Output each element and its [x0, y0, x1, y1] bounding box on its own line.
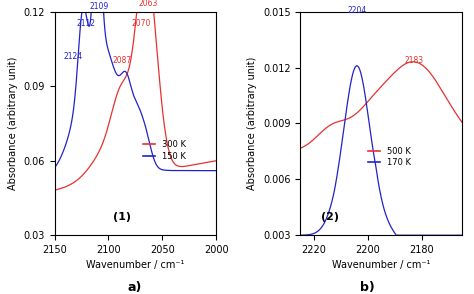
X-axis label: Wavenumber / cm⁻¹: Wavenumber / cm⁻¹: [86, 260, 184, 270]
Text: 2124: 2124: [64, 52, 82, 61]
Text: b): b): [360, 281, 375, 294]
Text: (2): (2): [320, 212, 338, 222]
Legend: 300 K, 150 K: 300 K, 150 K: [143, 140, 186, 161]
Text: 2204: 2204: [347, 6, 366, 14]
Y-axis label: Absorbance (arbitrary unit): Absorbance (arbitrary unit): [8, 57, 18, 190]
Legend: 500 K, 170 K: 500 K, 170 K: [368, 147, 410, 167]
Y-axis label: Absorbance (arbitrary unit): Absorbance (arbitrary unit): [247, 57, 257, 190]
Text: 2109: 2109: [89, 1, 109, 11]
X-axis label: Wavenumber / cm⁻¹: Wavenumber / cm⁻¹: [332, 260, 430, 270]
Text: 2063: 2063: [138, 0, 158, 8]
Text: a): a): [128, 281, 142, 294]
Text: 2087: 2087: [113, 56, 132, 65]
Text: (1): (1): [113, 212, 131, 222]
Text: 2070: 2070: [131, 19, 150, 28]
Text: 2112: 2112: [76, 19, 95, 28]
Text: 2183: 2183: [404, 56, 423, 65]
